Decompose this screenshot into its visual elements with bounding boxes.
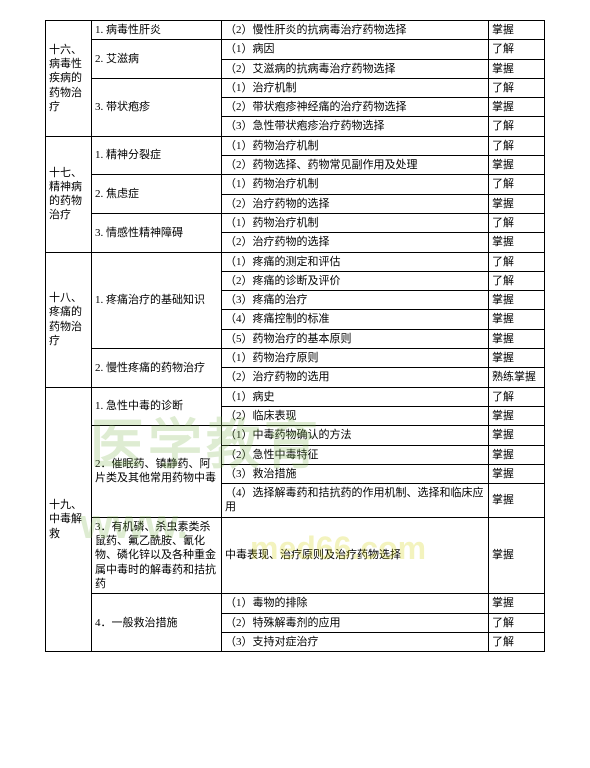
desc-cell: （3）救治措施: [222, 464, 489, 483]
table-row: 十九、中毒解救1. 急性中毒的诊断（1）病史了解: [46, 387, 545, 406]
desc-cell: （2）带状疱疹神经痛的治疗药物选择: [222, 98, 489, 117]
req-cell: 掌握: [489, 233, 545, 252]
req-cell: 掌握: [489, 484, 545, 518]
req-cell: 掌握: [489, 464, 545, 483]
req-cell: 掌握: [489, 291, 545, 310]
topic-cell: 1. 病毒性肝炎: [92, 21, 222, 40]
req-cell: 了解: [489, 136, 545, 155]
topic-cell: 1. 疼痛治疗的基础知识: [92, 252, 222, 348]
req-cell: 掌握: [489, 59, 545, 78]
desc-cell: （1）药物治疗机制: [222, 136, 489, 155]
req-cell: 掌握: [489, 310, 545, 329]
desc-cell: （1）治疗机制: [222, 78, 489, 97]
desc-cell: （4）疼痛控制的标准: [222, 310, 489, 329]
table-row: 2．催眠药、镇静药、阿片类及其他常用药物中毒（1）中毒药物确认的方法掌握: [46, 426, 545, 445]
section-cell: 十六、病毒性疾病的药物治疗: [46, 21, 92, 137]
req-cell: 了解: [489, 632, 545, 651]
topic-cell: 2. 慢性疼痛的药物治疗: [92, 349, 222, 388]
topic-cell: 2．催眠药、镇静药、阿片类及其他常用药物中毒: [92, 426, 222, 517]
desc-cell: （1）药物治疗机制: [222, 175, 489, 194]
section-cell: 十八、疼痛的药物治疗: [46, 252, 92, 387]
req-cell: 熟练掌握: [489, 368, 545, 387]
table-row: 3．有机磷、杀虫素类杀鼠药、氟乙酰胺、氰化物、磷化锌以及各种重金属中毒时的解毒药…: [46, 517, 545, 593]
desc-cell: （1）病史: [222, 387, 489, 406]
req-cell: 了解: [489, 213, 545, 232]
req-cell: 掌握: [489, 329, 545, 348]
table-row: 十七、精神病的药物治疗1. 精神分裂症（1）药物治疗机制了解: [46, 136, 545, 155]
desc-cell: （1）疼痛的测定和评估: [222, 252, 489, 271]
desc-cell: （4）选择解毒药和拮抗药的作用机制、选择和临床应用: [222, 484, 489, 518]
desc-cell: （1）药物治疗原则: [222, 349, 489, 368]
desc-cell: （2）急性中毒特征: [222, 445, 489, 464]
desc-cell: 中毒表现、治疗原则及治疗药物选择: [222, 517, 489, 593]
topic-cell: 2. 艾滋病: [92, 40, 222, 79]
req-cell: 了解: [489, 252, 545, 271]
desc-cell: （3）支持对症治疗: [222, 632, 489, 651]
table-row: 2. 焦虑症（1）药物治疗机制了解: [46, 175, 545, 194]
topic-cell: 1. 急性中毒的诊断: [92, 387, 222, 426]
req-cell: 了解: [489, 117, 545, 136]
req-cell: 掌握: [489, 445, 545, 464]
topic-cell: 3. 情感性精神障碍: [92, 213, 222, 252]
desc-cell: （2）特殊解毒剂的应用: [222, 613, 489, 632]
req-cell: 了解: [489, 387, 545, 406]
req-cell: 了解: [489, 40, 545, 59]
section-cell: 十九、中毒解救: [46, 387, 92, 651]
topic-cell: 3. 带状疱疹: [92, 78, 222, 136]
req-cell: 掌握: [489, 426, 545, 445]
topic-cell: 4．一般救治措施: [92, 594, 222, 652]
req-cell: 掌握: [489, 21, 545, 40]
desc-cell: （1）药物治疗机制: [222, 213, 489, 232]
req-cell: 掌握: [489, 98, 545, 117]
table-row: 2. 艾滋病（1）病因了解: [46, 40, 545, 59]
req-cell: 掌握: [489, 517, 545, 593]
table-row: 3. 带状疱疹（1）治疗机制了解: [46, 78, 545, 97]
desc-cell: （2）治疗药物的选用: [222, 368, 489, 387]
desc-cell: （2）药物选择、药物常见副作用及处理: [222, 156, 489, 175]
desc-cell: （2）慢性肝炎的抗病毒治疗药物选择: [222, 21, 489, 40]
desc-cell: （2）治疗药物的选择: [222, 233, 489, 252]
desc-cell: （2）艾滋病的抗病毒治疗药物选择: [222, 59, 489, 78]
topic-cell: 1. 精神分裂症: [92, 136, 222, 175]
req-cell: 掌握: [489, 194, 545, 213]
desc-cell: （2）治疗药物的选择: [222, 194, 489, 213]
req-cell: 掌握: [489, 406, 545, 425]
desc-cell: （3）急性带状疱疹治疗药物选择: [222, 117, 489, 136]
section-cell: 十七、精神病的药物治疗: [46, 136, 92, 252]
page: 医学教育 www. med66.com 十六、病毒性疾病的药物治疗1. 病毒性肝…: [0, 0, 590, 768]
req-cell: 掌握: [489, 349, 545, 368]
table-row: 十六、病毒性疾病的药物治疗1. 病毒性肝炎（2）慢性肝炎的抗病毒治疗药物选择掌握: [46, 21, 545, 40]
desc-cell: （1）病因: [222, 40, 489, 59]
req-cell: 掌握: [489, 594, 545, 613]
desc-cell: （3）疼痛的治疗: [222, 291, 489, 310]
req-cell: 了解: [489, 271, 545, 290]
desc-cell: （2）疼痛的诊断及评价: [222, 271, 489, 290]
table-row: 2. 慢性疼痛的药物治疗（1）药物治疗原则掌握: [46, 349, 545, 368]
desc-cell: （1）中毒药物确认的方法: [222, 426, 489, 445]
topic-cell: 2. 焦虑症: [92, 175, 222, 214]
table-row: 十八、疼痛的药物治疗1. 疼痛治疗的基础知识（1）疼痛的测定和评估了解: [46, 252, 545, 271]
req-cell: 了解: [489, 78, 545, 97]
req-cell: 了解: [489, 175, 545, 194]
syllabus-table: 十六、病毒性疾病的药物治疗1. 病毒性肝炎（2）慢性肝炎的抗病毒治疗药物选择掌握…: [45, 20, 545, 652]
desc-cell: （5）药物治疗的基本原则: [222, 329, 489, 348]
desc-cell: （1）毒物的排除: [222, 594, 489, 613]
desc-cell: （2）临床表现: [222, 406, 489, 425]
table-row: 4．一般救治措施（1）毒物的排除掌握: [46, 594, 545, 613]
table-row: 3. 情感性精神障碍（1）药物治疗机制了解: [46, 213, 545, 232]
topic-cell: 3．有机磷、杀虫素类杀鼠药、氟乙酰胺、氰化物、磷化锌以及各种重金属中毒时的解毒药…: [92, 517, 222, 593]
req-cell: 掌握: [489, 156, 545, 175]
req-cell: 了解: [489, 613, 545, 632]
